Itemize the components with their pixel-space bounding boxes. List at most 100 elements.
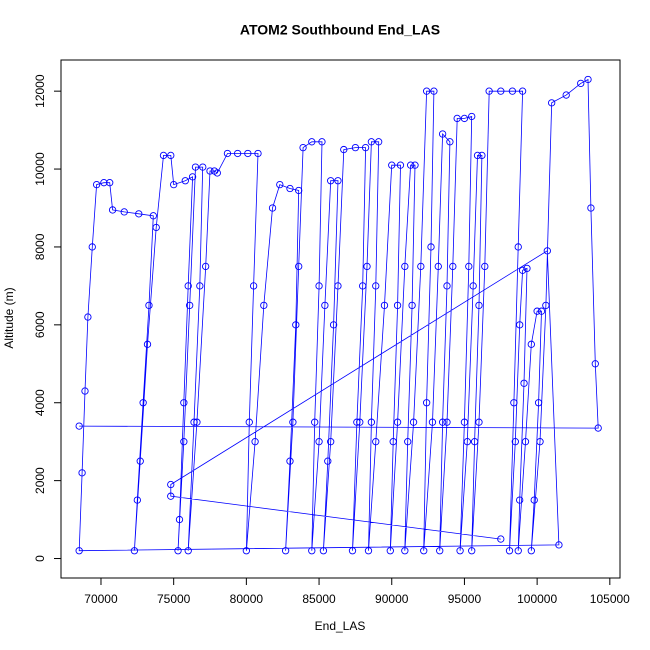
data-point — [584, 75, 592, 84]
y-tick-label: 12000 — [33, 74, 47, 108]
data-point — [523, 264, 531, 273]
data-point — [587, 204, 595, 212]
data-point — [420, 547, 428, 555]
data-point — [514, 547, 522, 555]
data-point — [562, 91, 570, 99]
data-point — [468, 547, 476, 555]
data-point — [422, 399, 431, 407]
data-point — [329, 321, 338, 329]
data-point — [334, 177, 342, 185]
data-point — [167, 492, 175, 500]
data-point — [260, 301, 268, 310]
x-tick-label: 90000 — [375, 592, 409, 606]
data-point — [409, 418, 418, 426]
data-point — [478, 151, 486, 160]
data-point — [460, 418, 469, 426]
data-point — [422, 87, 431, 95]
data-point — [133, 496, 141, 504]
x-tick-label: 100000 — [517, 592, 557, 606]
y-tick-label: 4000 — [33, 389, 47, 416]
data-point — [223, 149, 232, 158]
data-point — [520, 379, 528, 387]
data-point — [308, 547, 316, 555]
data-point — [364, 547, 373, 555]
data-point — [149, 212, 157, 220]
data-point — [449, 262, 457, 271]
data-point — [481, 262, 489, 271]
data-point — [136, 457, 144, 465]
data-point — [527, 340, 535, 348]
data-point — [443, 282, 451, 290]
data-point — [348, 547, 357, 555]
data-point — [106, 179, 114, 187]
data-point — [190, 418, 198, 426]
data-point — [475, 301, 483, 310]
data-point — [213, 169, 221, 177]
data-point — [206, 167, 214, 175]
data-point — [167, 151, 175, 160]
data-point — [199, 163, 207, 171]
data-point — [184, 282, 192, 290]
data-point — [475, 418, 483, 426]
data-point — [308, 138, 316, 146]
data-point — [174, 547, 182, 555]
data-point — [78, 469, 86, 477]
data-point — [84, 313, 92, 321]
data-point — [530, 496, 538, 504]
data-point — [319, 547, 328, 555]
data-point — [315, 438, 323, 446]
y-tick-label: 0 — [33, 555, 47, 562]
data-point — [191, 163, 200, 171]
data-point — [321, 301, 329, 310]
data-point — [367, 138, 376, 146]
data-point — [537, 307, 546, 315]
x-tick-label: 85000 — [302, 592, 336, 606]
data-point — [516, 496, 524, 504]
data-point — [295, 262, 303, 271]
data-point — [521, 438, 530, 446]
data-point — [180, 438, 188, 446]
data-point — [88, 243, 96, 251]
data-point — [393, 301, 402, 310]
y-tick-label: 10000 — [33, 152, 47, 186]
data-point — [181, 177, 189, 185]
x-tick-label: 80000 — [230, 592, 264, 606]
data-point — [353, 418, 361, 426]
data-point — [406, 161, 415, 169]
y-tick-label: 2000 — [33, 467, 47, 494]
data-point — [315, 282, 323, 290]
data-point — [286, 457, 294, 465]
data-point — [145, 301, 153, 310]
data-point — [167, 480, 175, 489]
data-point — [188, 173, 197, 181]
data-point — [359, 282, 367, 290]
data-point — [81, 387, 89, 395]
data-point — [510, 399, 518, 407]
data-point — [367, 418, 376, 426]
data-point — [249, 282, 258, 290]
data-point — [516, 321, 524, 329]
data-point — [380, 301, 389, 310]
data-point — [485, 87, 493, 95]
data-point — [446, 138, 454, 146]
data-point — [594, 424, 602, 432]
data-point — [268, 204, 277, 212]
data-point — [518, 87, 527, 95]
data-point — [361, 143, 370, 152]
data-point — [436, 547, 444, 555]
data-point — [388, 161, 396, 169]
data-point — [276, 180, 284, 189]
data-point — [497, 535, 505, 543]
data-point — [130, 547, 139, 555]
data-point — [534, 399, 543, 407]
data-point — [324, 457, 332, 465]
data-point — [533, 307, 541, 315]
x-tick-label: 95000 — [448, 592, 482, 606]
data-point — [311, 418, 319, 426]
data-point — [386, 547, 394, 555]
data-point — [375, 138, 383, 146]
data-point — [527, 547, 535, 555]
data-point — [340, 145, 348, 154]
